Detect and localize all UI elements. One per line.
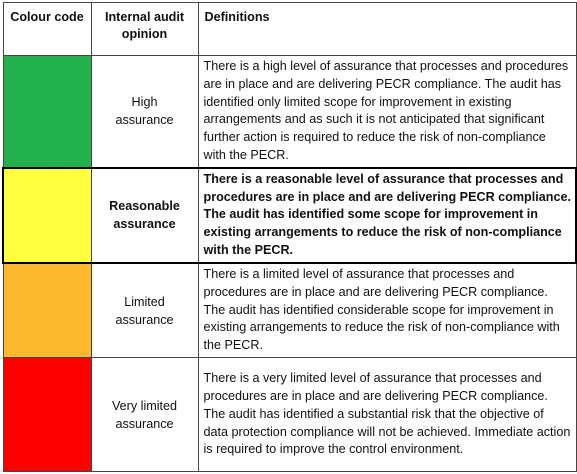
colour-swatch — [2, 166, 92, 264]
opinion-cell: Very limited assurance — [90, 357, 199, 473]
header-row: Colour code Internal audit opinion Defin… — [2, 2, 577, 56]
definition-cell: There is a high level of assurance that … — [197, 54, 577, 169]
header-cell: Colour code — [2, 2, 92, 56]
opinion-cell: Limited assurance — [90, 262, 199, 359]
table-row: High assurance There is a high level of a… — [2, 54, 577, 169]
header-cell: Definitions — [197, 2, 577, 56]
opinion-cell: High assurance — [90, 54, 199, 169]
table-row: Very limited assurance There is a very li… — [2, 357, 577, 473]
colour-swatch — [2, 262, 92, 359]
header-cell: Internal audit opinion — [90, 2, 199, 56]
definition-cell: There is a limited level of assurance th… — [197, 262, 577, 359]
opinion-cell: Reasonable assurance — [90, 166, 199, 264]
table-row: Reasonable assurance There is a reasonabl… — [2, 166, 577, 264]
table-row: Limited assurance There is a limited leve… — [2, 262, 577, 359]
definition-cell: There is a reasonable level of assurance… — [197, 166, 577, 264]
colour-swatch — [2, 54, 92, 169]
definition-cell: There is a very limited level of assuran… — [197, 357, 577, 473]
table-body: High assurance There is a high level of a… — [2, 54, 577, 473]
colour-swatch — [2, 357, 92, 473]
